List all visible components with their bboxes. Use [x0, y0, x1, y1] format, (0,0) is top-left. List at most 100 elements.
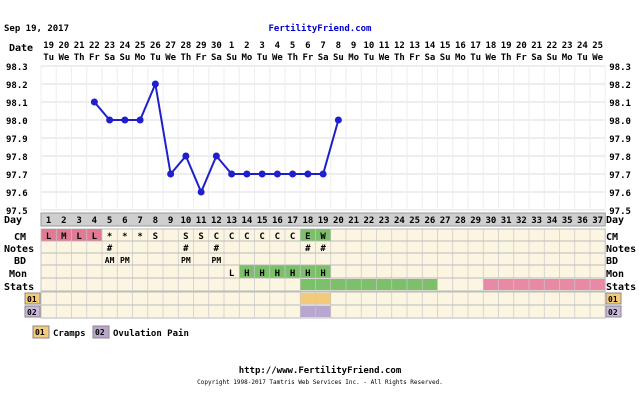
weekday-label: Th	[287, 53, 298, 63]
mon-cell-bg	[300, 265, 316, 278]
notes-value: #	[183, 244, 189, 254]
date-label: 24	[119, 41, 130, 51]
cycle-day-label: 7	[137, 216, 142, 226]
cycle-day-label: 20	[333, 216, 344, 226]
mon-cell-bg	[285, 265, 301, 278]
bd-value: PM	[212, 256, 222, 265]
weekday-label: Mo	[562, 53, 573, 63]
temperature-point	[106, 116, 114, 124]
cm-value: M	[61, 232, 67, 242]
label-notes: Notes	[4, 244, 34, 255]
mon-cell-bg	[239, 265, 255, 278]
weekday-label: Th	[180, 53, 191, 63]
weekday-label: Tu	[257, 53, 268, 63]
y-tick-label-left: 98.2	[6, 81, 28, 91]
cm-value: W	[320, 232, 326, 242]
cycle-day-label: 14	[241, 216, 252, 226]
weekday-label: Mo	[348, 53, 359, 63]
weekday-label: We	[592, 53, 603, 63]
weekday-label: Th	[394, 53, 405, 63]
cycle-day-label: 26	[424, 216, 435, 226]
label-bd: BD	[14, 256, 26, 267]
date-label: 2	[244, 41, 249, 51]
r01-label-right: 01	[608, 295, 618, 304]
y-tick-label-right: 97.8	[609, 153, 631, 163]
weekday-label: Tu	[363, 53, 374, 63]
bd-value: PM	[181, 256, 191, 265]
cycle-day-label: 16	[272, 216, 283, 226]
weekday-label: Su	[440, 53, 451, 63]
temperature-point	[228, 170, 236, 178]
date-label: 24	[577, 41, 588, 51]
temperature-point	[212, 152, 220, 160]
weekday-label: We	[165, 53, 176, 63]
date-label: 4	[275, 41, 281, 51]
y-tick-label-right: 97.5	[609, 207, 631, 217]
cm-value: L	[46, 232, 52, 242]
y-tick-label-right: 98.0	[609, 117, 631, 127]
header-site-link[interactable]: FertilityFriend.com	[269, 23, 373, 34]
mon-value: H	[244, 269, 249, 279]
cycle-day-label: 11	[196, 216, 207, 226]
cycle-day-label: 31	[501, 216, 512, 226]
weekday-label: We	[485, 53, 496, 63]
y-tick-label-right: 98.1	[609, 99, 631, 109]
date-label: 25	[135, 41, 146, 51]
weekday-label: Tu	[577, 53, 588, 63]
footer-url[interactable]: http://www.FertilityFriend.com	[239, 365, 402, 376]
r02-label-left: 02	[27, 308, 37, 317]
cm-value: *	[122, 232, 127, 242]
y-tick-label-left: 97.8	[6, 153, 28, 163]
date-label: 30	[211, 41, 222, 51]
date-label: 27	[165, 41, 176, 51]
cm-value: C	[259, 232, 264, 242]
weekday-label: Th	[501, 53, 512, 63]
temperature-point	[258, 170, 266, 178]
weekday-label: Mo	[455, 53, 466, 63]
weekday-label: Tu	[43, 53, 54, 63]
legend-ovulation-pain-label: Ovulation Pain	[113, 328, 189, 339]
cm-value: C	[275, 232, 280, 242]
date-label: 6	[305, 41, 310, 51]
date-label: 20	[58, 41, 69, 51]
label-notes-right: Notes	[606, 244, 636, 255]
cm-cell-bg	[71, 229, 87, 241]
cm-value: L	[92, 232, 98, 242]
weekday-label: Fr	[196, 53, 207, 63]
r01-label-box-left	[24, 292, 41, 305]
date-label: 9	[351, 41, 356, 51]
cycle-day-label: 37	[592, 216, 603, 226]
cm-cell-bg	[300, 229, 316, 241]
cycle-day-label: 27	[440, 216, 451, 226]
cycle-day-label: 5	[107, 216, 112, 226]
cycle-day-label: 8	[153, 216, 158, 226]
date-label: 17	[470, 41, 481, 51]
weekday-label: Mo	[241, 53, 252, 63]
temperature-point	[90, 98, 98, 106]
cm-value: S	[198, 232, 203, 242]
cycle-day-label: 17	[287, 216, 298, 226]
label-mon: Mon	[9, 269, 27, 280]
cycle-day-label: 25	[409, 216, 420, 226]
notes-value: #	[107, 244, 113, 254]
cm-value: S	[183, 232, 188, 242]
date-label: 26	[150, 41, 161, 51]
mon-value: L	[229, 269, 235, 279]
date-label: 7	[320, 41, 325, 51]
weekday-label: Tu	[150, 53, 161, 63]
r01-label-box-right	[605, 292, 622, 305]
weekday-label: Sa	[424, 53, 435, 63]
header-date: Sep 19, 2017	[4, 24, 69, 34]
cm-cell-bg	[41, 229, 57, 241]
cycle-day-label: 15	[257, 216, 268, 226]
weekday-label: We	[58, 53, 69, 63]
y-tick-label-left: 97.6	[6, 189, 28, 199]
cycle-day-label: 33	[531, 216, 542, 226]
cm-cell-bg	[56, 229, 72, 241]
bd-value: AM	[105, 256, 115, 265]
date-label: 19	[501, 41, 512, 51]
label-day: Day	[4, 215, 22, 226]
y-tick-label-right: 97.6	[609, 189, 631, 199]
date-label: 1	[229, 41, 234, 51]
